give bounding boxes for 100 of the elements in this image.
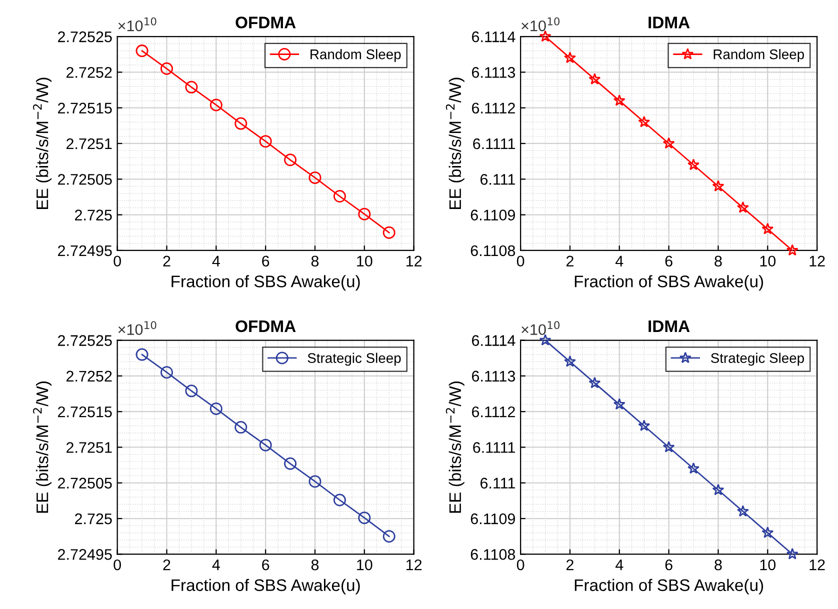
- point: [358, 512, 371, 524]
- y-tick-label: 2.725: [75, 210, 112, 220]
- y-tick-label: 6.111: [480, 478, 515, 489]
- y-tick-label: 2.72505: [58, 174, 112, 185]
- x-tick-label: 6: [665, 559, 672, 570]
- point: [333, 190, 346, 203]
- x-axis-title: Fraction of SBS Awake(u): [574, 578, 764, 594]
- chart-title: IDMA: [648, 16, 690, 28]
- point: [284, 154, 297, 166]
- point: [662, 137, 675, 149]
- point: [688, 462, 700, 474]
- point: [160, 366, 173, 379]
- y-tick-label: 6.1113: [472, 370, 516, 382]
- point: [638, 116, 650, 128]
- y-tick-label: 6.1111: [473, 442, 515, 453]
- point: [662, 440, 675, 452]
- point: [210, 98, 222, 112]
- y-tick-label: 2.72515: [58, 406, 112, 418]
- x-tick-label: 8: [311, 559, 319, 570]
- x-tick-label: 0: [516, 256, 524, 267]
- point: [613, 94, 626, 106]
- x-axis-title: Fraction of SBS Awake(u): [172, 578, 360, 594]
- chart-title: OFDMA: [236, 16, 296, 28]
- point: [259, 135, 272, 148]
- point: [382, 226, 396, 239]
- point: [564, 355, 576, 367]
- x-tick-label: 6: [262, 559, 270, 570]
- y-tick-label: 2.72495: [58, 245, 112, 256]
- text: ×10$^{10}$: [522, 17, 560, 32]
- text: ×10$^{10}$: [118, 17, 156, 32]
- x-tick-label: 12: [810, 559, 825, 570]
- x-tick-label: 6: [665, 256, 672, 267]
- point: [736, 201, 749, 213]
- point: [284, 457, 297, 470]
- point: [308, 171, 322, 184]
- point: [712, 180, 724, 192]
- point: [564, 52, 576, 64]
- y-tick-label: 2.72505: [58, 478, 112, 489]
- point: [588, 73, 601, 85]
- x-tick-label: 8: [714, 559, 722, 570]
- x-tick-label: 10: [357, 256, 372, 267]
- x-tick-label: 8: [714, 256, 722, 267]
- point: [382, 530, 396, 543]
- point: [333, 494, 346, 506]
- point: [539, 30, 552, 42]
- y-axis-title: EE (bits/s/M$^{−2}$/W): [33, 78, 52, 209]
- x-tick-label: 6: [262, 256, 270, 267]
- point: [786, 244, 798, 256]
- y-tick-label: 6.1112: [472, 406, 515, 418]
- point: [762, 526, 774, 538]
- y-tick-label: 2.7251: [66, 138, 112, 150]
- y-tick-label: 2.7252: [66, 67, 112, 78]
- y-tick-label: 2.7252: [66, 370, 112, 382]
- legend-label: Random Sleep: [714, 49, 804, 62]
- y-tick-label: 6.111: [480, 174, 515, 185]
- point: [210, 402, 222, 415]
- x-tick-label: 2: [566, 559, 574, 570]
- x-axis-title: Fraction of SBS Awake(u): [574, 275, 764, 291]
- y-tick-label: 6.1112: [472, 102, 515, 114]
- y-axis-title: EE (bits/s/M$^{−2}$/W): [33, 382, 52, 513]
- point: [762, 222, 774, 234]
- text: ×10$^{10}$: [118, 321, 156, 336]
- y-tick-label: 6.1114: [472, 335, 516, 346]
- point: [185, 80, 198, 94]
- point: [234, 117, 248, 130]
- x-tick-label: 2: [566, 256, 574, 266]
- x-tick-label: 12: [406, 559, 422, 570]
- y-tick-label: 2.72525: [58, 335, 112, 346]
- chart-title: IDMA: [648, 320, 690, 332]
- point: [613, 398, 626, 410]
- point: [358, 208, 371, 220]
- point: [136, 348, 148, 361]
- x-tick-label: 10: [760, 256, 776, 267]
- x-tick-label: 4: [615, 256, 624, 266]
- point: [712, 484, 724, 496]
- x-tick-label: 8: [311, 256, 319, 267]
- y-tick-label: 2.72525: [58, 31, 112, 42]
- legend-label: Strategic Sleep: [710, 352, 804, 366]
- x-tick-label: 4: [212, 560, 220, 570]
- y-tick-label: 2.72515: [58, 102, 112, 114]
- y-tick-label: 6.1108: [470, 549, 516, 560]
- y-tick-label: 6.1109: [470, 513, 515, 524]
- point: [736, 505, 749, 517]
- y-tick-label: 6.1109: [470, 210, 515, 220]
- x-tick-label: 0: [114, 256, 121, 267]
- x-tick-label: 2: [163, 256, 170, 266]
- x-tick-label: 0: [516, 559, 524, 570]
- y-tick-label: 6.1113: [472, 67, 516, 78]
- x-tick-label: 0: [114, 559, 121, 570]
- point: [136, 44, 148, 58]
- x-tick-label: 4: [212, 256, 220, 266]
- y-tick-label: 6.1114: [472, 31, 516, 42]
- point: [160, 62, 173, 75]
- legend-label: Random Sleep: [310, 49, 401, 62]
- x-tick-label: 10: [357, 559, 372, 570]
- x-tick-label: 12: [810, 256, 825, 266]
- x-tick-label: 2: [163, 559, 170, 570]
- x-tick-label: 10: [760, 559, 776, 570]
- x-axis-title: Fraction of SBS Awake(u): [172, 275, 360, 291]
- point: [259, 438, 272, 452]
